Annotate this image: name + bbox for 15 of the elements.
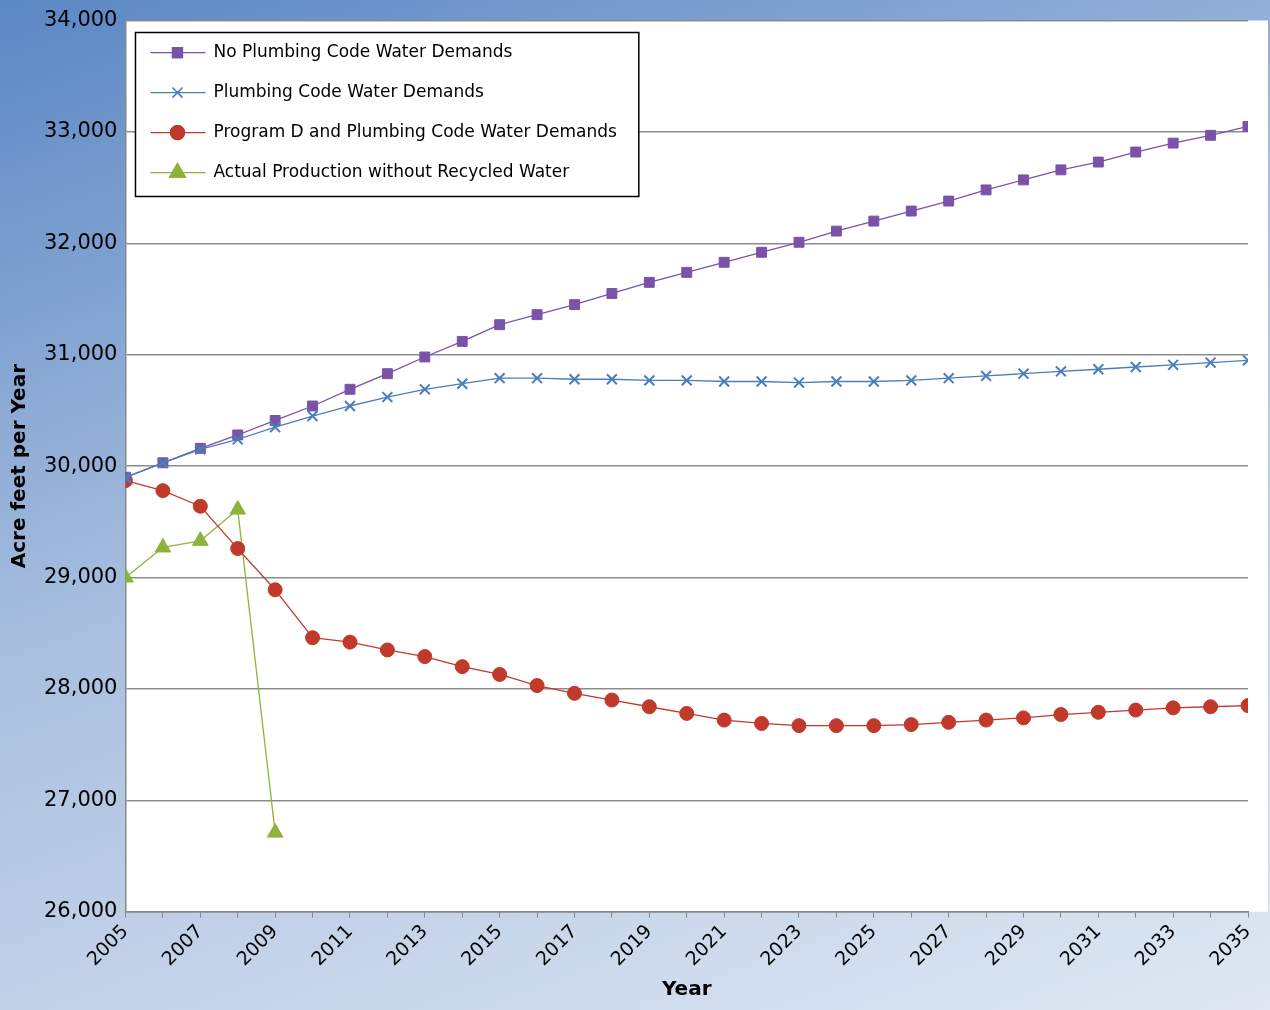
legend-label: Program D and Plumbing Code Water Demands [213, 121, 617, 142]
y-tick-label: 33,000 [44, 118, 118, 143]
y-tick-label: 27,000 [44, 786, 118, 811]
y-axis-title: Acre feet per Year [6, 363, 31, 569]
legend-label: Actual Production without Recycled Water [213, 161, 570, 182]
y-tick-label: 34,000 [44, 7, 118, 32]
legend-label: No Plumbing Code Water Demands [213, 41, 513, 62]
y-tick-label: 26,000 [44, 898, 118, 923]
legend-label: Plumbing Code Water Demands [213, 81, 484, 102]
y-tick-label: 32,000 [44, 229, 118, 254]
y-tick-label: 30,000 [44, 452, 118, 477]
y-tick-label: 31,000 [44, 341, 118, 366]
x-axis-title: Year [660, 976, 712, 1001]
y-tick-label: 28,000 [44, 675, 118, 700]
y-tick-label: 29,000 [44, 563, 118, 588]
